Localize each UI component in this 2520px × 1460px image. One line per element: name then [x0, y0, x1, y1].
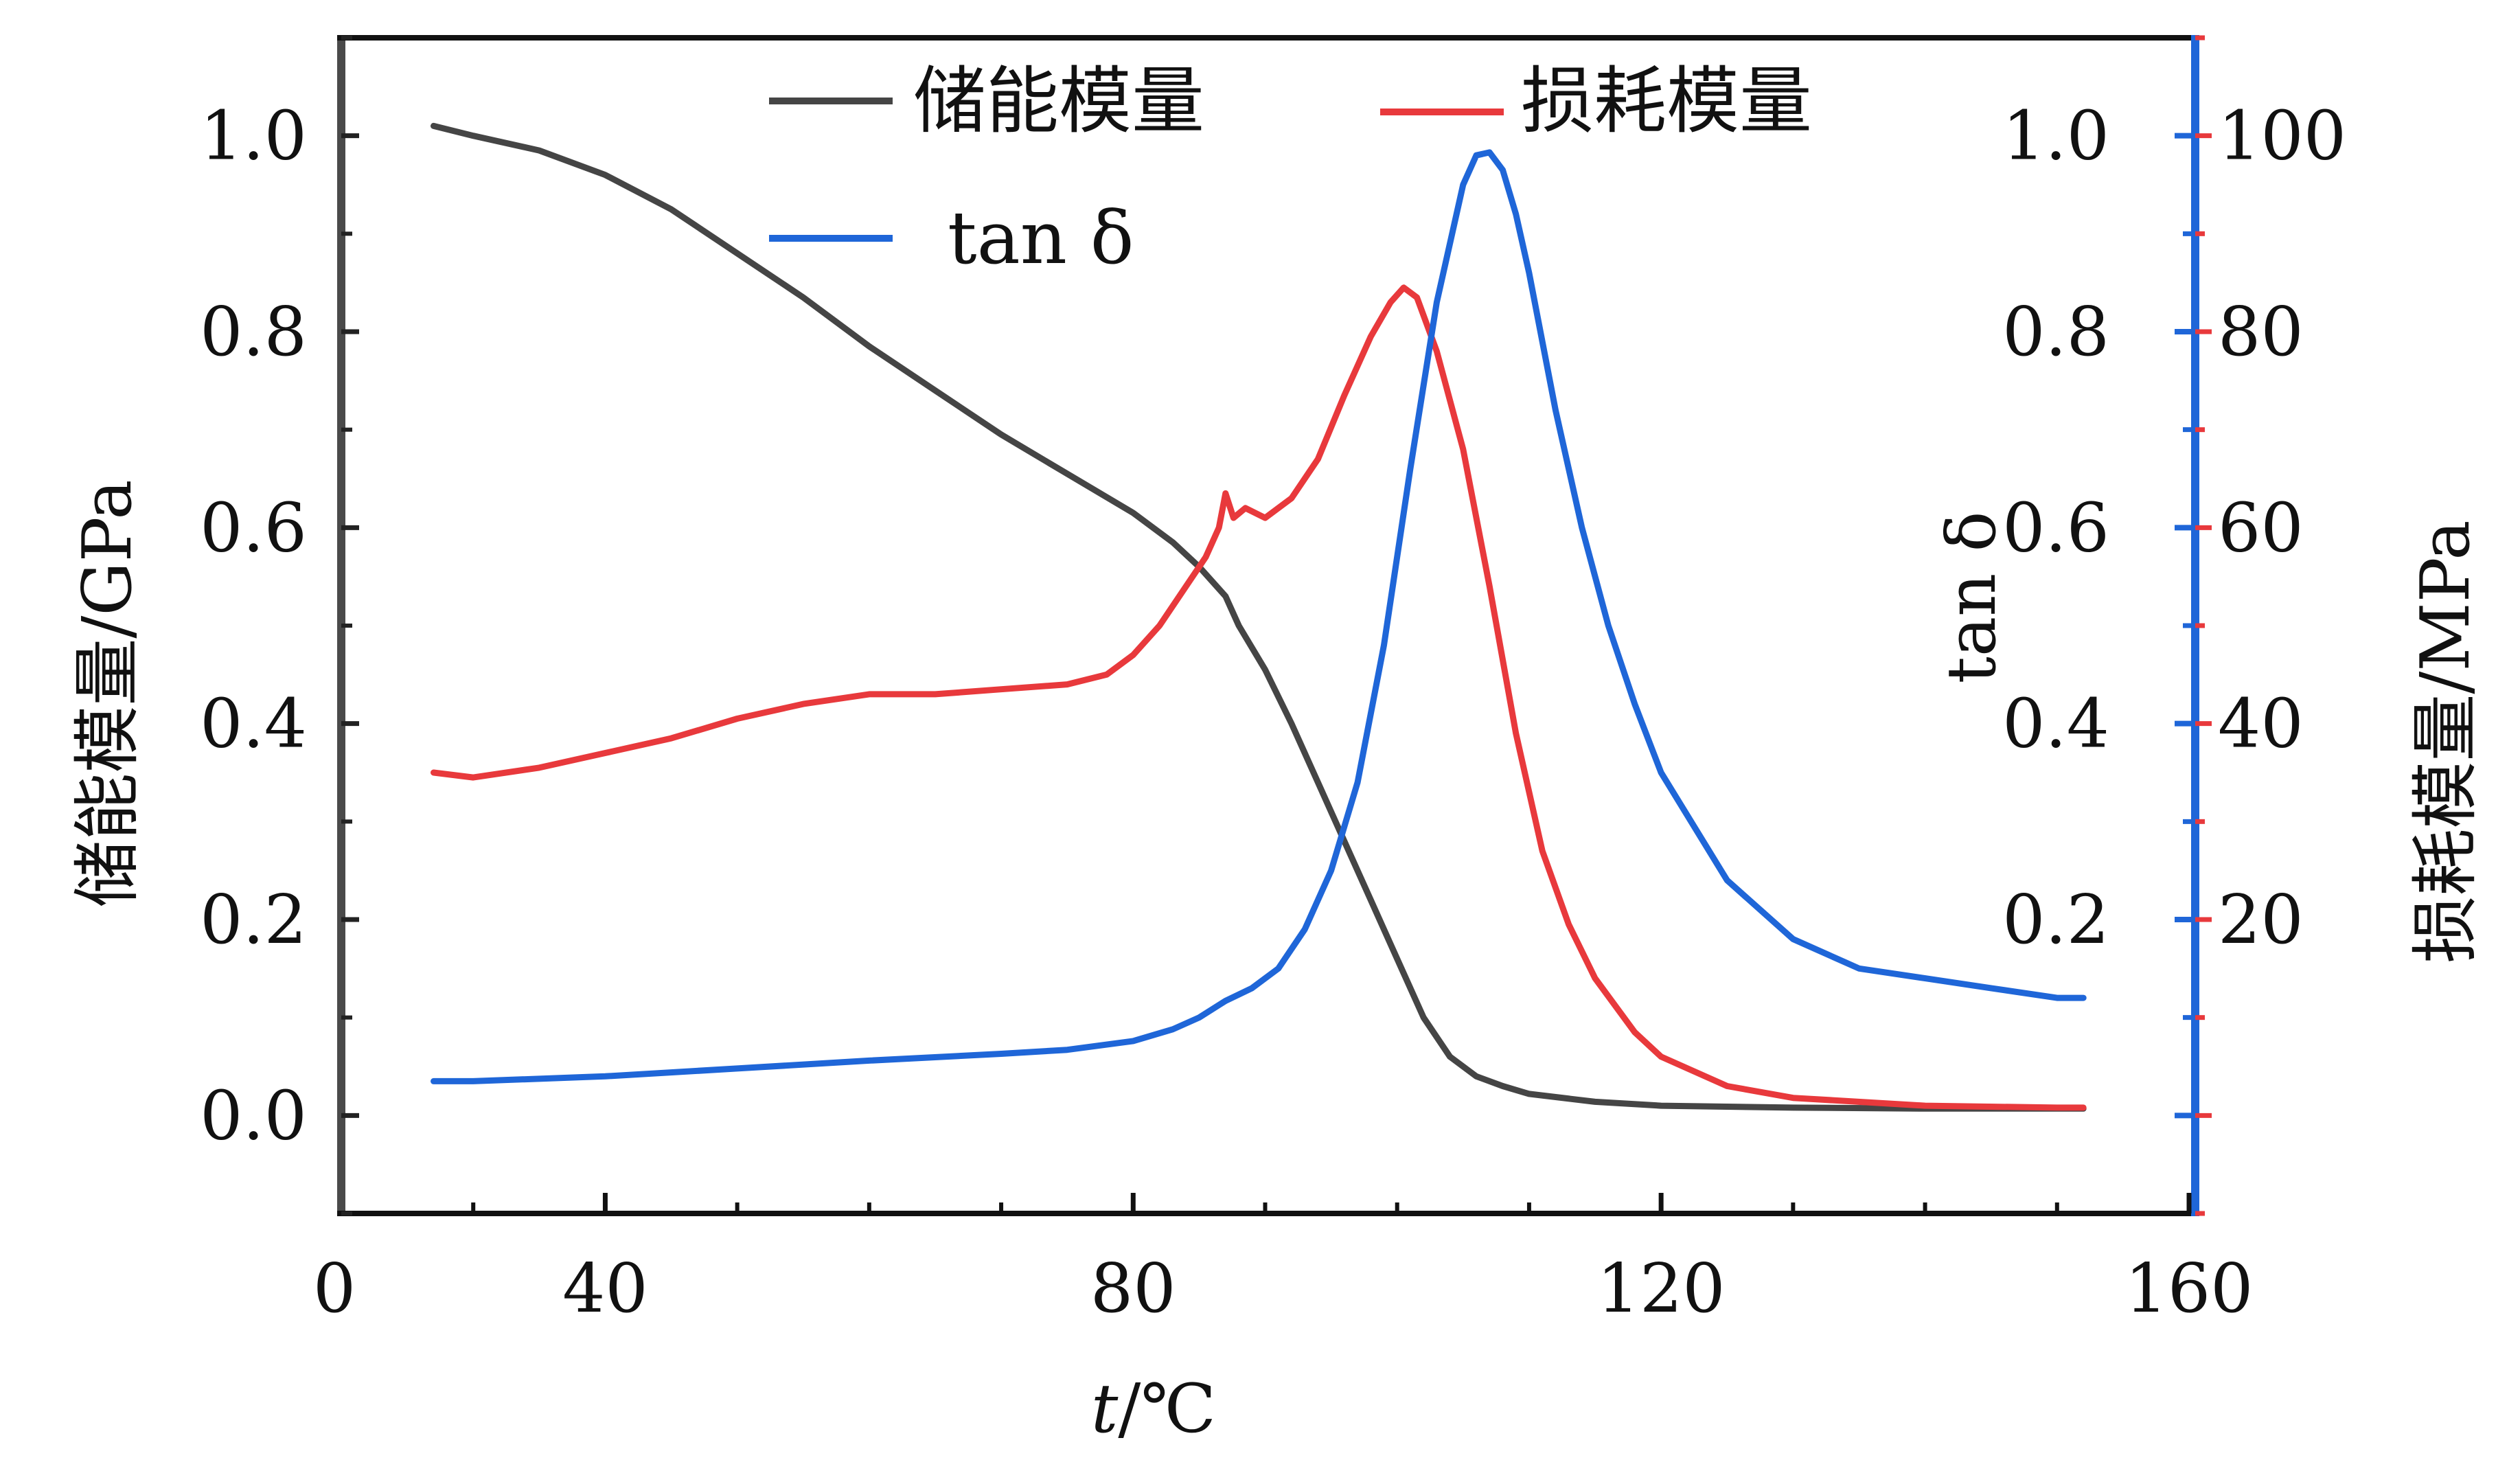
axis-titles: t/℃ 储能模量/GPa tan δ 损耗模量/MPa	[69, 479, 2485, 1448]
tan-tick-label: 0.2	[2002, 881, 2109, 959]
legend-label-0: 储能模量	[913, 59, 1204, 144]
x-tick-label: 80	[1090, 1250, 1176, 1328]
loss-axis-title: 损耗模量/MPa	[2407, 520, 2485, 963]
tan-tick-label: 0.6	[2002, 489, 2109, 567]
left-tick-label: 0.8	[200, 293, 307, 372]
loss-tick-label: 80	[2218, 293, 2304, 372]
legend-label-2: tan δ	[948, 196, 1134, 280]
series-line-0	[431, 122, 2087, 1112]
x-tick-label: 40	[562, 1250, 648, 1328]
series-layer	[431, 122, 2087, 1112]
legend-label-1: 损耗模量	[1521, 59, 1812, 144]
x-origin-label: 0	[313, 1250, 356, 1328]
loss-tick-label: 100	[2218, 98, 2346, 176]
x-axis-title: t/℃	[1091, 1370, 1216, 1448]
tan-tick-label: 0.4	[2002, 685, 2109, 764]
loss-tick-label: 60	[2218, 489, 2304, 567]
left-tick-label: 1.0	[200, 98, 307, 176]
tan-tick-label: 1.0	[2002, 98, 2109, 176]
loss-tick-label: 40	[2218, 685, 2304, 764]
tan-axis-title: tan δ	[1933, 511, 2011, 683]
series-line-2	[431, 149, 2087, 1084]
x-tick-label: 120	[1597, 1250, 1726, 1328]
left-axis-title: 储能模量/GPa	[69, 479, 147, 907]
tan-tick-label: 0.8	[2002, 293, 2109, 372]
axes-layer: 0.0 0.2 0.4 0.6 0.8 1.0 40 80 120 160 0 0.2 0.4 0.6 0.…	[200, 35, 2346, 1328]
loss-tick-label: 20	[2218, 881, 2304, 959]
left-tick-label: 0.6	[200, 489, 307, 567]
x-tick-label: 160	[2124, 1250, 2253, 1328]
left-tick-label: 0.0	[200, 1077, 307, 1155]
legend: 储能模量 损耗模量 tan δ	[769, 59, 1812, 280]
left-tick-label: 0.2	[200, 881, 307, 959]
series-line-1	[431, 284, 2087, 1111]
left-tick-label: 0.4	[200, 685, 307, 764]
